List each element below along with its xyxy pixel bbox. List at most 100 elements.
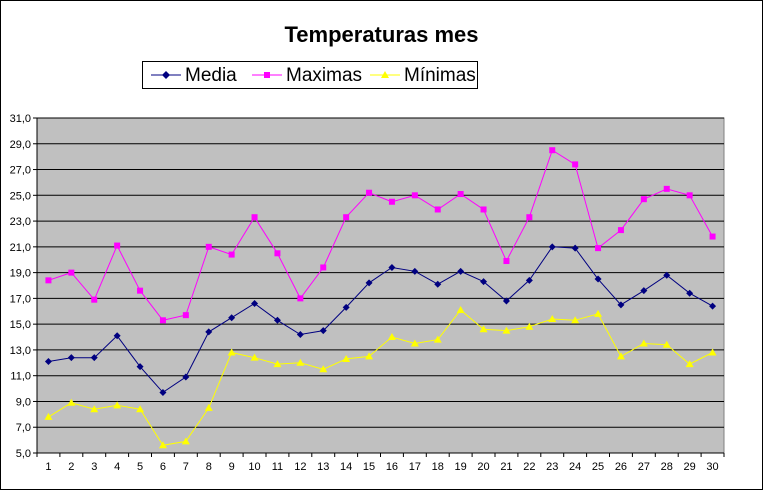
x-tick-label: 30 — [706, 461, 718, 473]
point-minimas — [319, 365, 328, 373]
y-tick-label: 21,0 — [10, 242, 31, 254]
x-tick-label: 1 — [45, 461, 51, 473]
point-maximas — [182, 312, 189, 319]
x-tick-label: 14 — [340, 461, 352, 473]
point-maximas — [617, 227, 624, 234]
point-minimas — [616, 352, 625, 360]
point-maximas — [114, 242, 121, 249]
point-media — [273, 316, 281, 324]
x-tick-label: 3 — [91, 461, 97, 473]
point-minimas — [387, 333, 396, 341]
point-minimas — [662, 340, 671, 348]
point-minimas — [433, 335, 442, 343]
point-media — [90, 354, 98, 362]
plot-background — [36, 117, 725, 454]
x-tick-label: 28 — [661, 461, 673, 473]
x-tick-label: 8 — [206, 461, 212, 473]
point-minimas — [365, 352, 374, 360]
point-minimas — [273, 360, 282, 368]
point-maximas — [137, 287, 144, 294]
point-maximas — [343, 214, 350, 221]
point-media — [113, 332, 121, 340]
y-tick-label: 15,0 — [10, 319, 31, 331]
x-tick-label: 26 — [615, 461, 627, 473]
legend-marker-media — [151, 71, 181, 79]
point-maximas — [595, 245, 602, 252]
point-maximas — [709, 233, 716, 240]
point-maximas — [640, 196, 647, 203]
point-media — [525, 276, 533, 284]
legend-label-media: Media — [185, 65, 237, 86]
y-tick-label: 7,0 — [16, 422, 31, 434]
point-media — [548, 243, 556, 251]
point-maximas — [274, 250, 281, 257]
point-media — [571, 244, 579, 252]
point-maximas — [388, 198, 395, 205]
point-minimas — [479, 325, 488, 333]
x-tick-label: 19 — [455, 461, 467, 473]
x-tick-label: 11 — [272, 461, 283, 473]
point-maximas — [297, 295, 304, 302]
point-minimas — [67, 398, 76, 406]
point-maximas — [572, 161, 579, 168]
y-tick-label: 25,0 — [10, 190, 31, 202]
point-minimas — [136, 405, 145, 413]
point-media — [640, 287, 648, 295]
point-minimas — [456, 305, 465, 313]
point-minimas — [502, 326, 511, 334]
point-maximas — [45, 277, 52, 284]
point-minimas — [639, 339, 648, 347]
point-media — [182, 373, 190, 381]
x-tick-label: 7 — [183, 461, 189, 473]
point-minimas — [410, 339, 419, 347]
x-tick-label: 2 — [68, 461, 74, 473]
x-tick-label: 17 — [409, 461, 421, 473]
legend: Media Maximas Mínimas — [142, 61, 478, 89]
point-media — [136, 363, 144, 371]
point-maximas — [549, 147, 556, 154]
point-minimas — [227, 348, 236, 356]
point-minimas — [204, 403, 213, 411]
point-media — [296, 330, 304, 338]
point-media — [434, 280, 442, 288]
point-maximas — [251, 214, 258, 221]
point-minimas — [113, 401, 122, 409]
point-minimas — [525, 322, 534, 330]
point-minimas — [342, 354, 351, 362]
point-maximas — [205, 243, 212, 250]
point-maximas — [228, 251, 235, 258]
legend-label-maximas: Maximas — [286, 65, 363, 86]
x-tick-label: 21 — [500, 461, 512, 473]
point-minimas — [708, 348, 717, 356]
point-media — [663, 271, 671, 279]
x-tick-label: 15 — [363, 461, 375, 473]
x-tick-label: 16 — [386, 461, 398, 473]
x-tick-label: 27 — [638, 461, 650, 473]
point-media — [205, 328, 213, 336]
point-media — [319, 327, 327, 335]
y-tick-label: 17,0 — [10, 293, 31, 305]
point-media — [44, 358, 52, 366]
x-tick-label: 23 — [546, 461, 558, 473]
y-tick-label: 11,0 — [10, 371, 31, 383]
point-minimas — [594, 309, 603, 317]
point-maximas — [480, 206, 487, 213]
x-tick-label: 20 — [477, 461, 489, 473]
legend-label-minimas: Mínimas — [404, 65, 476, 86]
point-media — [388, 263, 396, 271]
point-maximas — [457, 191, 464, 198]
point-media — [251, 300, 259, 308]
x-tick-label: 24 — [569, 461, 581, 473]
legend-marker-minimas — [370, 71, 400, 78]
y-tick-label: 29,0 — [10, 139, 31, 151]
series-line-media — [48, 246, 713, 394]
y-tick-label: 9,0 — [16, 396, 31, 408]
point-minimas — [685, 360, 694, 368]
series-line-maximas — [48, 149, 713, 321]
point-media — [411, 267, 419, 275]
x-tick-label: 29 — [684, 461, 696, 473]
x-tick-label: 13 — [317, 461, 329, 473]
point-maximas — [411, 192, 418, 199]
point-maximas — [434, 206, 441, 213]
